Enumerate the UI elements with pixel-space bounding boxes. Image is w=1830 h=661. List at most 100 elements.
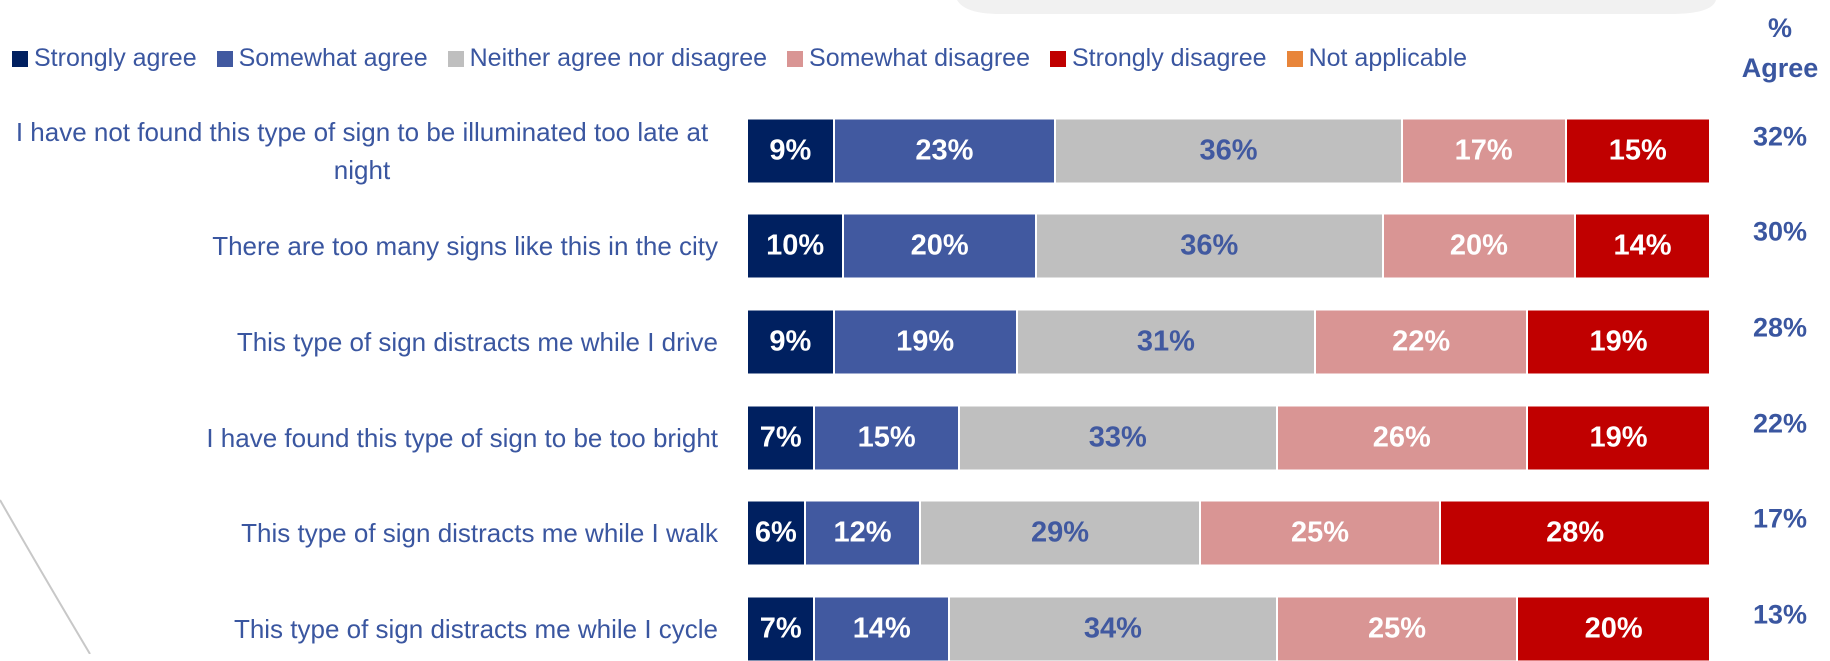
- agree-value: 17%: [1752, 503, 1808, 534]
- legend-label: Somewhat agree: [238, 44, 428, 72]
- category-text: I have not found this type of sign to be…: [15, 117, 709, 185]
- data-label: 20%: [1584, 612, 1643, 645]
- data-label: 15%: [857, 421, 916, 454]
- bar-segment: 19%: [1528, 310, 1711, 374]
- legend-swatch: [1286, 50, 1303, 67]
- category-label: This type of sign distracts me while I w…: [6, 514, 718, 552]
- bar-segment: 33%: [959, 406, 1278, 470]
- data-label: 19%: [1589, 325, 1648, 358]
- data-label: 10%: [766, 229, 825, 262]
- data-label: 29%: [1030, 516, 1089, 549]
- bar-segment: 15%: [1566, 119, 1711, 183]
- bar-segment: 17%: [1402, 119, 1567, 183]
- data-label: 36%: [1180, 229, 1239, 262]
- agree-value: 30%: [1752, 216, 1808, 247]
- bar-segment: 19%: [834, 310, 1018, 374]
- legend-item: Neither agree nor disagree: [447, 44, 768, 73]
- legend-swatch: [12, 50, 28, 67]
- legend-item: Strongly agree: [12, 44, 197, 73]
- category-label: I have found this type of sign to be too…: [6, 419, 718, 457]
- legend-label: Neither agree nor disagree: [469, 44, 768, 72]
- bar-segment: 10%: [748, 214, 845, 278]
- legend-item: Not applicable: [1286, 44, 1467, 73]
- data-label: 7%: [759, 612, 802, 645]
- legend-item: Somewhat disagree: [787, 44, 1030, 73]
- data-label: 14%: [1613, 229, 1672, 262]
- legend-swatch: [787, 50, 804, 67]
- legend-swatch: [1050, 50, 1066, 67]
- data-label: 14%: [852, 612, 911, 645]
- bar-segment: 29%: [921, 501, 1201, 565]
- bar-segment: 28%: [1441, 501, 1711, 565]
- legend-label: Somewhat disagree: [809, 44, 1030, 72]
- data-label: 22%: [1392, 325, 1451, 358]
- bar-segment: 7%: [748, 406, 816, 470]
- bar-segment: 7%: [748, 597, 816, 661]
- category-text: This type of sign distracts me while I d…: [236, 327, 718, 357]
- legend-swatch: [216, 50, 233, 67]
- data-label: 33%: [1088, 421, 1147, 454]
- data-label: 25%: [1367, 612, 1427, 645]
- category-text: There are too many signs like this in th…: [212, 231, 718, 261]
- bar-segment: 20%: [1383, 214, 1577, 278]
- bar-segment: 22%: [1316, 310, 1529, 374]
- legend: Strongly agree Somewhat agree Neither agre…: [12, 44, 1467, 73]
- bar-segment: 14%: [1576, 214, 1711, 278]
- data-label: 17%: [1454, 134, 1513, 167]
- data-label: 9%: [769, 325, 812, 358]
- bar-segment: 14%: [815, 597, 951, 661]
- category-label: This type of sign distracts me while I c…: [6, 610, 718, 648]
- arc: [0, 499, 91, 654]
- legend-item: Somewhat agree: [216, 44, 428, 73]
- data-label: 20%: [910, 229, 969, 262]
- legend-label: Strongly agree: [34, 44, 197, 72]
- bar-segment: 6%: [748, 501, 806, 565]
- data-label: 36%: [1199, 134, 1258, 167]
- agree-value: 22%: [1752, 408, 1808, 439]
- bar-segment: 9%: [748, 119, 835, 183]
- category-label: There are too many signs like this in th…: [6, 227, 718, 265]
- top-shape: [957, 0, 1716, 14]
- bar-segment: 36%: [1036, 214, 1384, 278]
- category-label: This type of sign distracts me while I d…: [6, 323, 718, 361]
- category-text: This type of sign distracts me while I c…: [233, 614, 718, 644]
- data-label: 28%: [1546, 516, 1605, 549]
- bar-segment: 31%: [1017, 310, 1317, 374]
- data-label: 20%: [1449, 229, 1508, 262]
- data-label: 15%: [1608, 134, 1667, 167]
- agree-value: 13%: [1752, 599, 1808, 630]
- agree-header: % Agree: [1741, 13, 1819, 83]
- legend-swatch: [447, 50, 464, 67]
- bar-segment: 26%: [1277, 406, 1529, 470]
- data-label: 25%: [1290, 516, 1349, 549]
- legend-label: Strongly disagree: [1072, 44, 1267, 72]
- data-label: 19%: [1589, 421, 1648, 454]
- data-label: 34%: [1083, 612, 1142, 645]
- bar-segment: 25%: [1200, 501, 1442, 565]
- data-label: 6%: [754, 516, 797, 549]
- data-label: 12%: [833, 516, 892, 549]
- data-label: 26%: [1372, 421, 1431, 454]
- bar-segment: 9%: [748, 310, 835, 374]
- agree-value: 28%: [1752, 312, 1808, 343]
- category-label: I have not found this type of sign to be…: [6, 113, 718, 189]
- data-label: 31%: [1136, 325, 1195, 358]
- data-label: 9%: [769, 134, 812, 167]
- bar-segment: 36%: [1056, 119, 1403, 183]
- bar-segment: 20%: [1518, 597, 1711, 661]
- bar-segment: 19%: [1528, 406, 1711, 470]
- agree-value: 32%: [1752, 121, 1808, 152]
- bar-segment: 20%: [844, 214, 1037, 278]
- legend-label: Not applicable: [1308, 44, 1467, 72]
- bar-segment: 15%: [815, 406, 960, 470]
- category-text: I have found this type of sign to be too…: [206, 423, 718, 453]
- bar-segment: 23%: [834, 119, 1057, 183]
- data-label: 19%: [896, 325, 955, 358]
- data-label: 23%: [915, 134, 974, 167]
- legend-item: Strongly disagree: [1050, 44, 1267, 73]
- bar-segment: 25%: [1277, 597, 1519, 661]
- data-label: 7%: [759, 421, 802, 454]
- bar-segment: 12%: [805, 501, 922, 565]
